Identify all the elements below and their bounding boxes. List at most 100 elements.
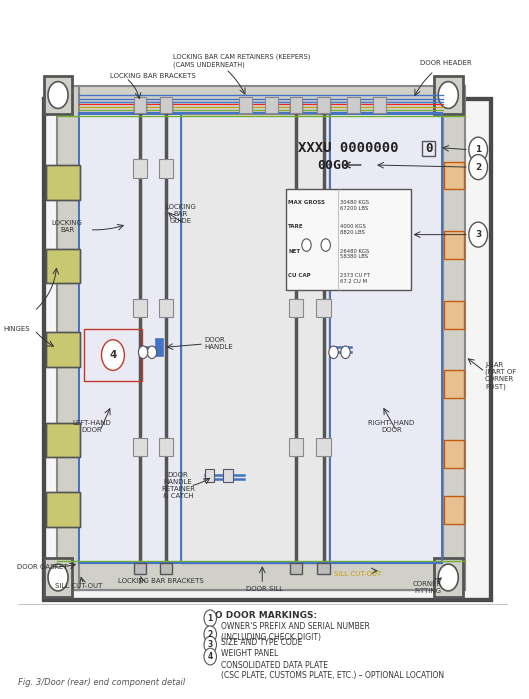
Circle shape bbox=[438, 82, 458, 108]
Bar bbox=[286, 189, 411, 290]
Bar bbox=[57, 87, 465, 113]
Circle shape bbox=[469, 154, 488, 180]
Text: Fig. 3/Door (rear) end component detail: Fig. 3/Door (rear) end component detail bbox=[18, 678, 185, 687]
Bar bbox=[239, 97, 252, 113]
Bar bbox=[330, 114, 442, 563]
Bar bbox=[316, 438, 331, 456]
Text: 1: 1 bbox=[207, 614, 213, 623]
Bar bbox=[444, 161, 464, 189]
Bar bbox=[316, 298, 331, 317]
Text: XXXU 0000000: XXXU 0000000 bbox=[298, 140, 398, 154]
Circle shape bbox=[204, 648, 216, 665]
Bar bbox=[373, 97, 386, 113]
Bar bbox=[330, 114, 442, 563]
Text: 4000 KGS
8820 LBS: 4000 KGS 8820 LBS bbox=[340, 224, 366, 235]
Text: LOCKING
BAR: LOCKING BAR bbox=[52, 219, 83, 233]
Circle shape bbox=[469, 137, 488, 162]
Circle shape bbox=[469, 222, 488, 247]
Bar bbox=[44, 99, 491, 600]
Bar bbox=[444, 370, 464, 398]
Bar bbox=[290, 563, 303, 574]
Text: SILL CUT-OUT: SILL CUT-OUT bbox=[334, 570, 381, 577]
Text: ISO DOOR MARKINGS:: ISO DOOR MARKINGS: bbox=[205, 611, 317, 619]
Bar bbox=[57, 87, 79, 590]
Circle shape bbox=[329, 346, 338, 359]
Text: CORNER
FITTING: CORNER FITTING bbox=[413, 581, 442, 594]
Circle shape bbox=[204, 626, 216, 642]
Bar bbox=[159, 159, 174, 178]
Text: 30480 KGS
67200 LBS: 30480 KGS 67200 LBS bbox=[340, 200, 369, 210]
Text: MAX GROSS: MAX GROSS bbox=[288, 200, 325, 205]
Bar bbox=[47, 492, 80, 527]
Text: DOOR
HANDLE: DOOR HANDLE bbox=[204, 338, 233, 350]
Bar bbox=[159, 438, 174, 456]
Bar bbox=[134, 563, 146, 574]
Circle shape bbox=[321, 239, 331, 252]
Text: SILL CUT-OUT: SILL CUT-OUT bbox=[55, 583, 103, 589]
Text: J-BAR
(PART OF
CORNER
POST): J-BAR (PART OF CORNER POST) bbox=[485, 362, 516, 390]
Circle shape bbox=[204, 636, 216, 653]
Bar bbox=[47, 249, 80, 283]
Circle shape bbox=[147, 346, 157, 359]
Bar bbox=[290, 97, 303, 113]
Text: 3: 3 bbox=[475, 230, 481, 239]
Bar bbox=[134, 102, 146, 113]
Bar bbox=[47, 165, 80, 200]
Text: 2: 2 bbox=[207, 630, 213, 639]
Text: 2: 2 bbox=[475, 163, 481, 171]
Bar bbox=[79, 114, 180, 563]
Bar bbox=[223, 469, 233, 482]
Text: CU CAP: CU CAP bbox=[288, 273, 311, 278]
Text: LOCKING BAR CAM RETAINERS (KEEPERS)
(CAMS UNDERNEATH): LOCKING BAR CAM RETAINERS (KEEPERS) (CAM… bbox=[173, 54, 310, 68]
Text: 0: 0 bbox=[425, 142, 433, 154]
Bar bbox=[443, 87, 465, 590]
Bar bbox=[47, 423, 80, 457]
Bar bbox=[59, 106, 462, 590]
Circle shape bbox=[438, 564, 458, 591]
Text: DOOR GASKET: DOOR GASKET bbox=[17, 564, 67, 570]
Bar bbox=[79, 114, 180, 563]
Text: CONSOLIDATED DATA PLATE
(CSC PLATE, CUSTOMS PLATE, ETC.) – OPTIONAL LOCATION: CONSOLIDATED DATA PLATE (CSC PLATE, CUST… bbox=[221, 661, 444, 680]
Bar bbox=[133, 298, 147, 317]
Bar bbox=[160, 97, 172, 113]
Bar bbox=[180, 114, 329, 563]
Bar bbox=[156, 339, 163, 356]
Text: 00G0: 00G0 bbox=[317, 159, 349, 171]
Text: SIZE AND TYPE CODE: SIZE AND TYPE CODE bbox=[221, 638, 302, 647]
Text: 2373 CU FT
67.2 CU M: 2373 CU FT 67.2 CU M bbox=[340, 273, 370, 284]
Text: LOCKING
BAR
GUIDE: LOCKING BAR GUIDE bbox=[165, 203, 196, 224]
Text: TARE: TARE bbox=[288, 224, 304, 229]
Text: DOOR
HANDLE
RETAINER
& CATCH: DOOR HANDLE RETAINER & CATCH bbox=[161, 472, 195, 499]
Bar bbox=[57, 563, 465, 590]
Bar bbox=[47, 249, 80, 283]
Text: LEFT-HAND
DOOR: LEFT-HAND DOOR bbox=[73, 419, 112, 433]
Text: RIGHT- HAND
DOOR: RIGHT- HAND DOOR bbox=[368, 419, 414, 433]
Circle shape bbox=[48, 564, 68, 591]
Text: 1: 1 bbox=[475, 145, 481, 154]
Bar bbox=[47, 492, 80, 527]
Circle shape bbox=[302, 239, 311, 252]
Bar bbox=[44, 559, 72, 597]
Bar bbox=[434, 76, 462, 114]
Bar bbox=[444, 301, 464, 329]
Bar bbox=[160, 563, 172, 574]
Bar bbox=[47, 423, 80, 457]
Bar bbox=[317, 563, 330, 574]
Bar bbox=[444, 440, 464, 468]
Bar bbox=[444, 496, 464, 524]
Bar bbox=[434, 559, 462, 597]
Text: DOOR SILL: DOOR SILL bbox=[245, 586, 282, 592]
Bar bbox=[205, 469, 214, 482]
Bar bbox=[47, 332, 80, 367]
Bar bbox=[160, 102, 172, 113]
Bar bbox=[159, 298, 174, 317]
Text: LOCKING BAR BRACKETS: LOCKING BAR BRACKETS bbox=[111, 73, 196, 79]
Bar bbox=[44, 76, 72, 114]
Circle shape bbox=[139, 346, 148, 359]
Text: 26480 KGS
58380 LBS: 26480 KGS 58380 LBS bbox=[340, 249, 370, 259]
Bar bbox=[134, 97, 146, 113]
Circle shape bbox=[48, 82, 68, 108]
Bar bbox=[44, 99, 491, 600]
Text: DOOR HEADER: DOOR HEADER bbox=[420, 59, 472, 66]
Bar bbox=[289, 438, 303, 456]
